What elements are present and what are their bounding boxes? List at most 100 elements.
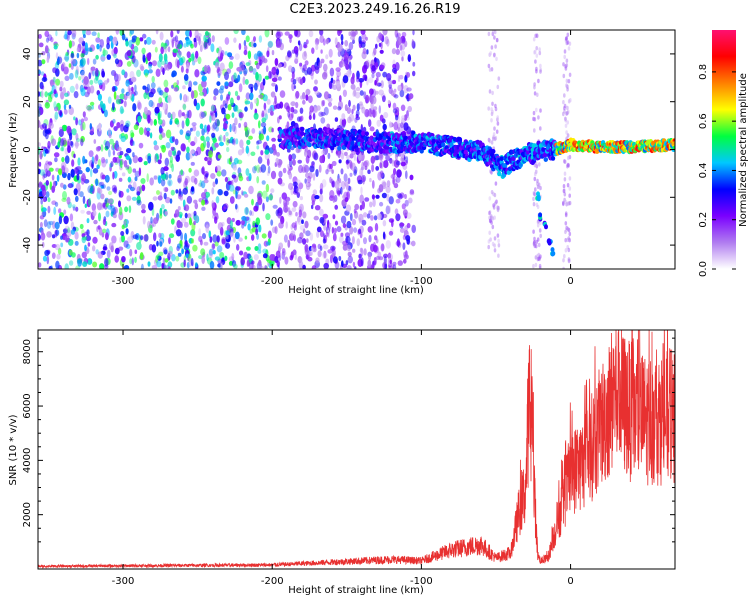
noise-mark bbox=[268, 194, 274, 201]
ridge-mark bbox=[411, 130, 416, 136]
noise-mark bbox=[46, 250, 51, 255]
noise-mark bbox=[198, 228, 202, 237]
noise-mark bbox=[185, 68, 189, 74]
noise-mark bbox=[322, 99, 326, 107]
noise-mark bbox=[99, 263, 105, 269]
noise-mark bbox=[365, 59, 370, 67]
noise-mark bbox=[156, 260, 162, 268]
noise-mark bbox=[51, 138, 57, 146]
noise-mark bbox=[364, 109, 370, 118]
ridge-mark bbox=[328, 128, 334, 134]
streak-mark bbox=[566, 32, 570, 37]
noise-mark bbox=[57, 109, 63, 116]
noise-mark bbox=[74, 240, 79, 246]
noise-mark bbox=[369, 177, 372, 183]
noise-mark bbox=[239, 139, 244, 149]
noise-mark bbox=[170, 218, 175, 225]
noise-mark bbox=[66, 125, 72, 134]
streak-mark bbox=[488, 139, 492, 144]
noise-mark bbox=[398, 122, 401, 128]
streak-mark bbox=[532, 264, 535, 269]
noise-mark bbox=[335, 80, 341, 88]
noise-mark bbox=[404, 40, 408, 48]
noise-mark bbox=[139, 37, 144, 42]
ridge-mark bbox=[441, 142, 446, 148]
noise-mark bbox=[51, 244, 57, 248]
noise-mark bbox=[238, 237, 243, 242]
noise-mark bbox=[251, 211, 254, 217]
noise-mark bbox=[262, 78, 266, 86]
noise-mark bbox=[346, 107, 351, 114]
noise-mark bbox=[193, 37, 197, 43]
streak-mark bbox=[562, 111, 565, 117]
noise-mark bbox=[143, 106, 148, 115]
noise-mark bbox=[384, 36, 389, 45]
noise-mark bbox=[85, 167, 91, 173]
noise-mark bbox=[284, 256, 289, 265]
noise-mark bbox=[291, 82, 295, 92]
noise-mark bbox=[363, 212, 368, 218]
noise-mark bbox=[225, 234, 231, 243]
noise-mark bbox=[146, 114, 151, 122]
streak-mark bbox=[488, 230, 492, 235]
noise-mark bbox=[80, 177, 85, 185]
noise-mark bbox=[245, 145, 249, 154]
noise-mark bbox=[375, 43, 378, 49]
noise-mark bbox=[245, 62, 251, 67]
noise-mark bbox=[219, 85, 225, 91]
ridge-mark bbox=[350, 140, 355, 146]
noise-mark bbox=[309, 105, 315, 113]
noise-mark bbox=[95, 37, 101, 43]
noise-mark bbox=[374, 155, 380, 161]
noise-mark bbox=[374, 222, 379, 232]
noise-mark bbox=[394, 208, 399, 215]
noise-mark bbox=[373, 106, 378, 111]
noise-mark bbox=[249, 210, 253, 216]
noise-mark bbox=[208, 230, 212, 239]
noise-mark bbox=[267, 40, 274, 48]
noise-mark bbox=[105, 140, 110, 150]
noise-mark bbox=[75, 117, 78, 126]
noise-mark bbox=[128, 40, 133, 48]
noise-mark bbox=[353, 152, 357, 161]
noise-mark bbox=[405, 235, 411, 242]
streak-mark bbox=[535, 66, 538, 72]
noise-mark bbox=[235, 194, 242, 200]
noise-mark bbox=[121, 225, 125, 230]
noise-mark bbox=[270, 91, 276, 98]
noise-mark bbox=[72, 59, 78, 67]
noise-mark bbox=[38, 181, 43, 187]
noise-mark bbox=[389, 121, 392, 129]
bottom-y-tick-label: 2000 bbox=[22, 502, 33, 527]
noise-mark bbox=[248, 65, 254, 72]
noise-mark bbox=[63, 215, 69, 225]
noise-mark bbox=[100, 100, 104, 109]
streak-mark bbox=[488, 89, 492, 94]
noise-mark bbox=[61, 62, 66, 69]
bottom-y-tick-label: 6000 bbox=[22, 393, 33, 418]
streak-mark bbox=[569, 98, 572, 103]
noise-mark bbox=[42, 123, 48, 129]
noise-mark bbox=[125, 120, 131, 128]
noise-mark bbox=[412, 70, 416, 77]
noise-mark bbox=[302, 264, 306, 269]
noise-mark bbox=[338, 256, 342, 261]
noise-mark bbox=[38, 42, 44, 48]
noise-mark bbox=[278, 170, 283, 178]
noise-mark bbox=[265, 196, 269, 203]
noise-mark bbox=[264, 149, 270, 155]
noise-mark bbox=[336, 70, 341, 78]
noise-mark bbox=[156, 190, 160, 195]
ridge-mark bbox=[672, 141, 675, 146]
noise-mark bbox=[341, 113, 346, 120]
noise-mark bbox=[215, 178, 218, 185]
noise-mark bbox=[186, 146, 190, 153]
noise-mark bbox=[396, 238, 400, 248]
noise-mark bbox=[336, 75, 340, 82]
noise-mark bbox=[47, 205, 51, 214]
streak-mark bbox=[539, 254, 542, 259]
noise-mark bbox=[153, 217, 159, 225]
noise-mark bbox=[171, 39, 174, 48]
noise-mark bbox=[234, 231, 240, 240]
noise-mark bbox=[48, 266, 53, 269]
